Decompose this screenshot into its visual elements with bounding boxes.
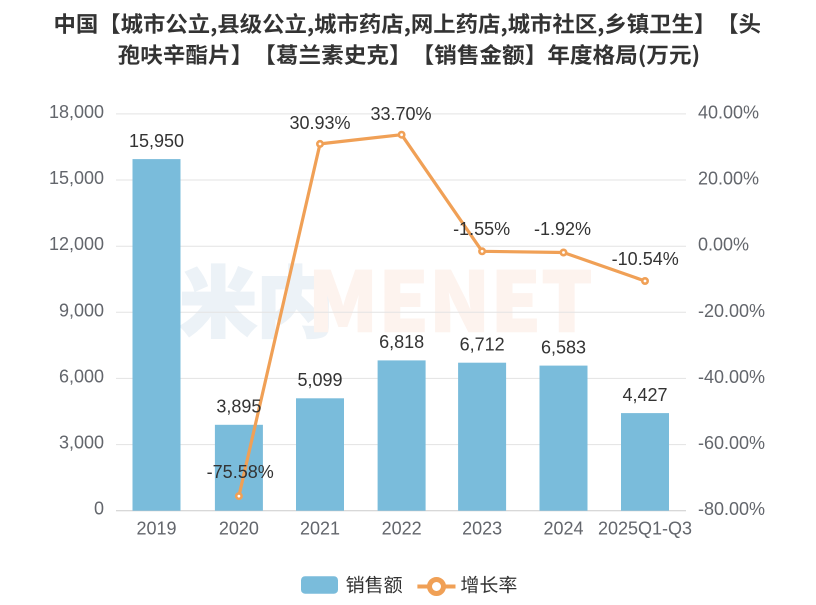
svg-text:-80.00%: -80.00% bbox=[698, 499, 765, 519]
svg-text:-40.00%: -40.00% bbox=[698, 367, 765, 387]
svg-text:2021: 2021 bbox=[300, 519, 340, 539]
svg-text:15,950: 15,950 bbox=[129, 131, 184, 151]
svg-text:-75.58%: -75.58% bbox=[207, 462, 274, 482]
svg-text:2022: 2022 bbox=[382, 519, 422, 539]
svg-text:18,000: 18,000 bbox=[49, 102, 104, 122]
svg-text:5,099: 5,099 bbox=[297, 370, 342, 390]
svg-text:3,000: 3,000 bbox=[59, 433, 104, 453]
svg-text:3,895: 3,895 bbox=[216, 397, 261, 417]
svg-text:6,712: 6,712 bbox=[460, 334, 505, 354]
svg-text:0.00%: 0.00% bbox=[698, 235, 749, 255]
svg-text:2019: 2019 bbox=[136, 519, 176, 539]
svg-text:-1.55%: -1.55% bbox=[453, 219, 510, 239]
svg-text:2025Q1-Q3: 2025Q1-Q3 bbox=[598, 519, 692, 539]
svg-text:30.93%: 30.93% bbox=[289, 113, 350, 133]
svg-text:2020: 2020 bbox=[219, 519, 259, 539]
svg-text:40.00%: 40.00% bbox=[698, 102, 759, 122]
svg-text:2024: 2024 bbox=[543, 519, 583, 539]
svg-text:-60.00%: -60.00% bbox=[698, 433, 765, 453]
svg-text:9,000: 9,000 bbox=[59, 300, 104, 320]
svg-text:6,000: 6,000 bbox=[59, 366, 104, 386]
svg-text:-1.92%: -1.92% bbox=[534, 219, 591, 239]
svg-text:6,583: 6,583 bbox=[541, 337, 586, 357]
svg-text:6,818: 6,818 bbox=[379, 332, 424, 352]
svg-text:0: 0 bbox=[94, 499, 104, 519]
svg-text:-10.54%: -10.54% bbox=[612, 249, 679, 269]
svg-text:15,000: 15,000 bbox=[49, 168, 104, 188]
svg-text:12,000: 12,000 bbox=[49, 234, 104, 254]
svg-text:4,427: 4,427 bbox=[622, 385, 667, 405]
svg-text:-20.00%: -20.00% bbox=[698, 301, 765, 321]
svg-text:2023: 2023 bbox=[462, 519, 502, 539]
svg-text:20.00%: 20.00% bbox=[698, 169, 759, 189]
svg-text:33.70%: 33.70% bbox=[370, 104, 431, 124]
